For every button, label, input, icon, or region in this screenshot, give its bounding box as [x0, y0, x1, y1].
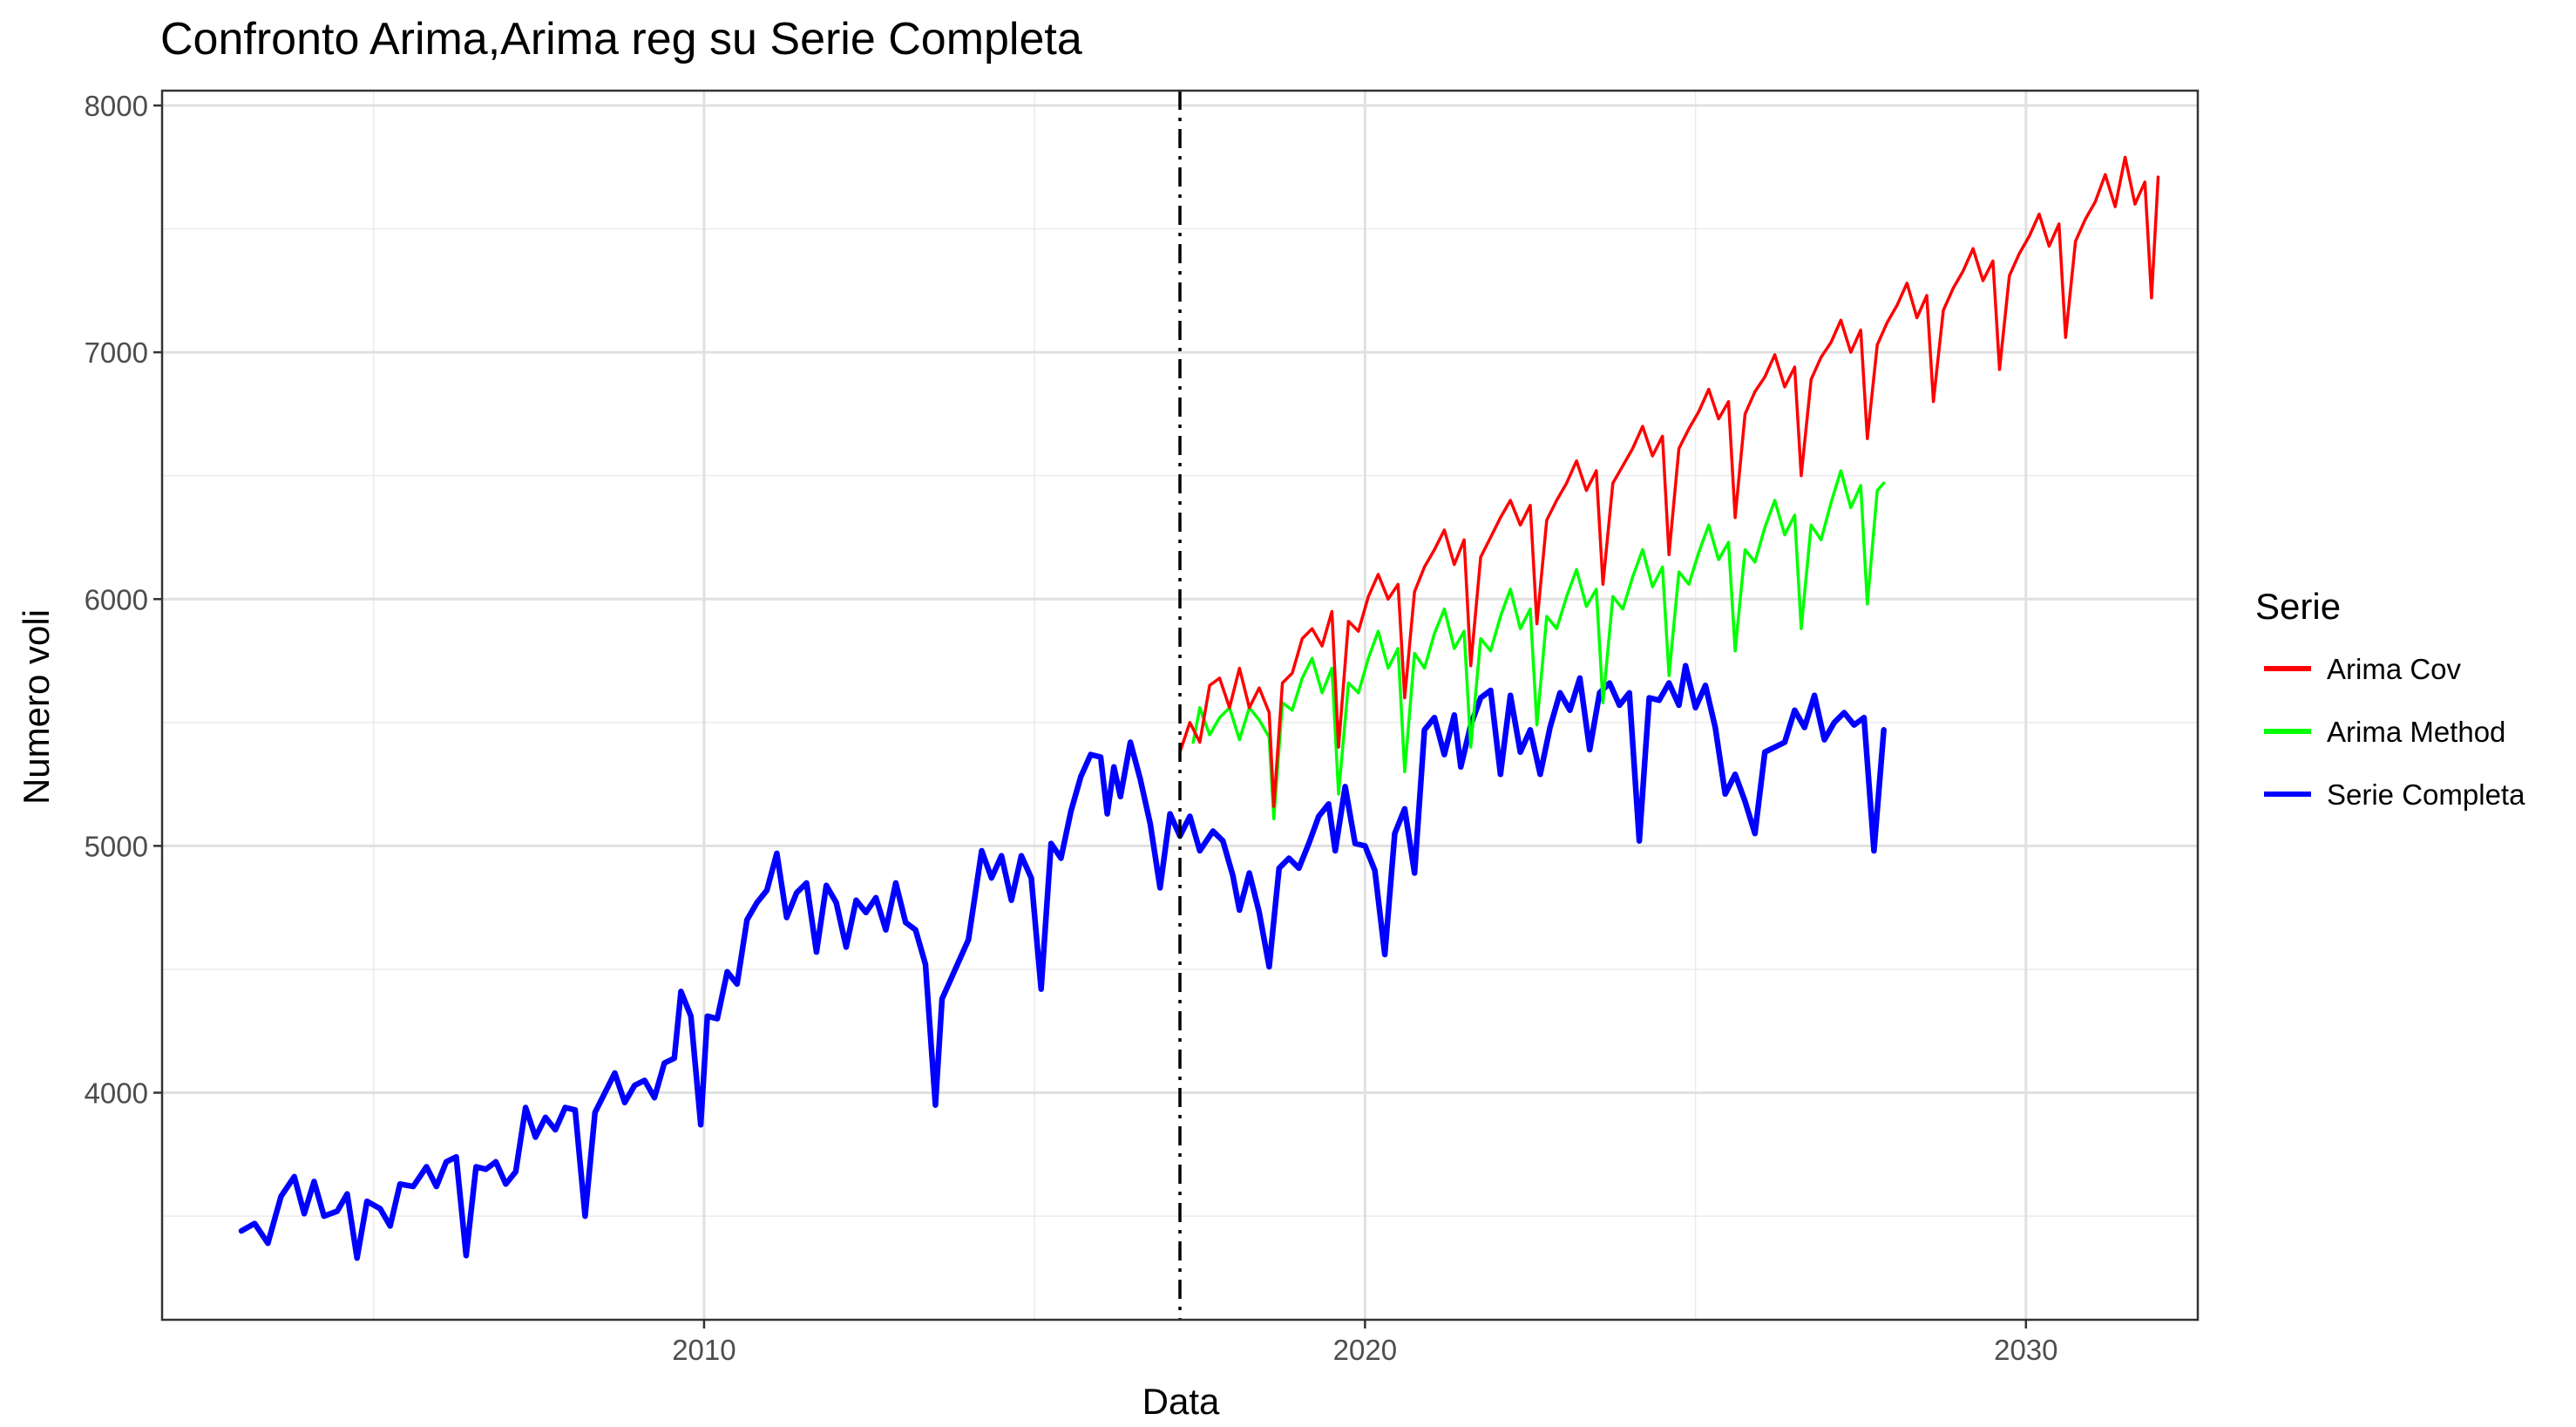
y-axis-title: Numero voli — [16, 609, 57, 805]
legend-entries: Arima Cov Arima Method Serie Completa — [2264, 653, 2525, 811]
legend-title: Serie — [2255, 586, 2341, 627]
chart-title: Confronto Arima,Arima reg su Serie Compl… — [160, 14, 1082, 65]
legend-label: Serie Completa — [2327, 778, 2525, 811]
x-tick-label: 2010 — [672, 1334, 736, 1366]
x-tick-label: 2030 — [1994, 1334, 2057, 1366]
y-tick-label: 4000 — [85, 1077, 148, 1110]
series-line-arima-cov — [1178, 155, 2160, 808]
x-axis-title: Data — [1142, 1381, 1220, 1422]
legend: Serie Arima Cov Arima Method Serie Complet… — [2255, 586, 2525, 811]
y-axis-ticks: 4000 5000 6000 7000 8000 — [85, 90, 162, 1110]
y-tick-label: 8000 — [85, 90, 148, 122]
legend-label: Arima Cov — [2327, 653, 2462, 685]
y-tick-label: 5000 — [85, 830, 148, 862]
y-tick-label: 7000 — [85, 336, 148, 369]
series-line-serie-completa — [238, 663, 1887, 1261]
series-layer — [238, 155, 2160, 1261]
y-tick-label: 6000 — [85, 583, 148, 615]
series-line-arima-method — [1191, 469, 1886, 820]
x-tick-label: 2020 — [1333, 1334, 1397, 1366]
legend-label: Arima Method — [2327, 716, 2505, 748]
x-axis-ticks: 2010 2020 2030 — [672, 1320, 2058, 1366]
panel-border — [160, 89, 2200, 1322]
